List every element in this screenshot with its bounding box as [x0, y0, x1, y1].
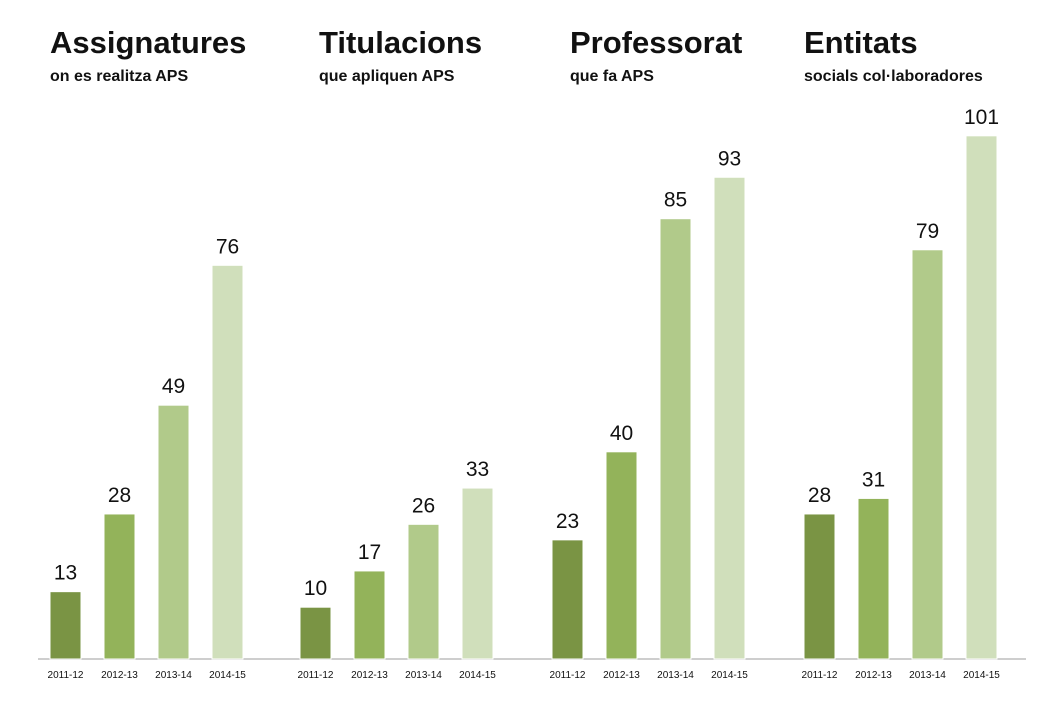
panel-subtitle: que apliquen APS [319, 68, 455, 85]
data-label: 79 [916, 220, 939, 243]
x-tick-label: 2013-14 [405, 670, 442, 681]
panel-subtitle: socials col·laboradores [804, 68, 983, 85]
x-tick-label: 2013-14 [155, 670, 192, 681]
data-label: 40 [610, 422, 633, 445]
data-label: 31 [862, 468, 885, 491]
bar [299, 606, 332, 660]
data-label: 93 [718, 147, 741, 170]
bar [803, 513, 836, 660]
bar [211, 264, 244, 660]
x-tick-label: 2013-14 [657, 670, 694, 681]
bar [49, 591, 82, 660]
panel-title: Entitats [804, 25, 918, 60]
x-tick-label: 2014-15 [459, 670, 496, 681]
data-label: 17 [358, 541, 381, 564]
data-label: 23 [556, 510, 579, 533]
x-tick-label: 2012-13 [101, 670, 138, 681]
x-tick-label: 2013-14 [909, 670, 946, 681]
data-label: 76 [216, 235, 239, 258]
bar [857, 497, 890, 660]
x-tick-label: 2011-12 [802, 670, 838, 681]
x-tick-label: 2014-15 [711, 670, 748, 681]
x-tick-label: 2014-15 [209, 670, 246, 681]
x-tick-label: 2011-12 [48, 670, 84, 681]
panel-title: Assignatures [50, 25, 246, 60]
bar [103, 513, 136, 660]
bar [407, 523, 440, 660]
panel-title: Titulacions [319, 25, 482, 60]
bar [605, 451, 638, 660]
x-tick-label: 2011-12 [298, 670, 334, 681]
x-tick-label: 2012-13 [603, 670, 640, 681]
data-label: 49 [162, 375, 185, 398]
bar [551, 539, 584, 660]
data-label: 85 [664, 189, 687, 212]
bar [713, 176, 746, 660]
bar [157, 404, 190, 660]
panel-title: Professorat [570, 25, 742, 60]
data-label: 101 [964, 106, 999, 129]
panel-subtitle: on es realitza APS [50, 68, 188, 85]
x-tick-label: 2011-12 [550, 670, 586, 681]
data-label: 28 [808, 484, 831, 507]
bar [353, 570, 386, 660]
bar [461, 487, 494, 660]
panel-subtitle: que fa APS [570, 68, 654, 85]
x-tick-label: 2012-13 [855, 670, 892, 681]
data-label: 13 [54, 562, 77, 585]
data-label: 28 [108, 484, 131, 507]
bar [659, 218, 692, 660]
x-tick-label: 2012-13 [351, 670, 388, 681]
data-label: 33 [466, 458, 489, 481]
data-label: 10 [304, 577, 327, 600]
data-label: 26 [412, 494, 435, 517]
bar [911, 249, 944, 660]
bar [965, 135, 998, 660]
x-tick-label: 2014-15 [963, 670, 1000, 681]
